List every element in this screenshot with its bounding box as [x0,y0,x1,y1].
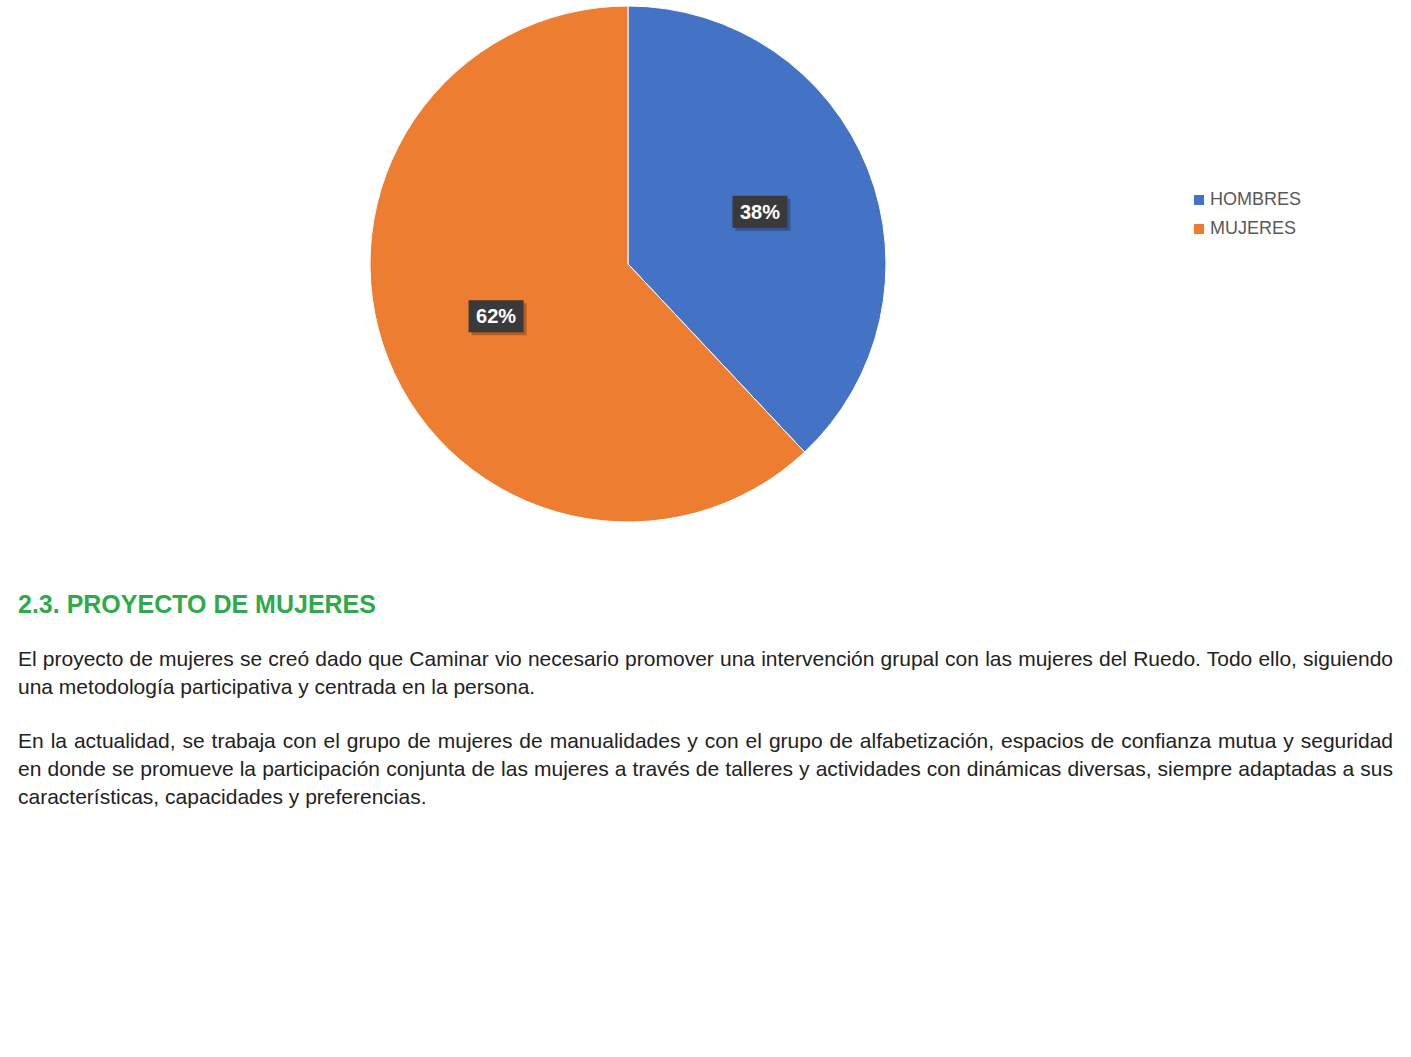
html-text:HOMBRES: HOMBRES [1210,189,1301,209]
svg-text:38%: 38% [740,201,780,223]
html-text:MUJERES: MUJERES [1210,218,1296,238]
svg-text:62%: 62% [476,305,516,327]
html-text:2.3. PROYECTO DE MUJERES: 2.3. PROYECTO DE MUJERES [18,590,376,618]
html-text:En la actualidad, se trabaja c: En la actualidad, se trabaja con el grup… [18,729,1393,808]
html-text:El proyecto de mujeres se creó: El proyecto de mujeres se creó dado que … [18,647,1393,698]
